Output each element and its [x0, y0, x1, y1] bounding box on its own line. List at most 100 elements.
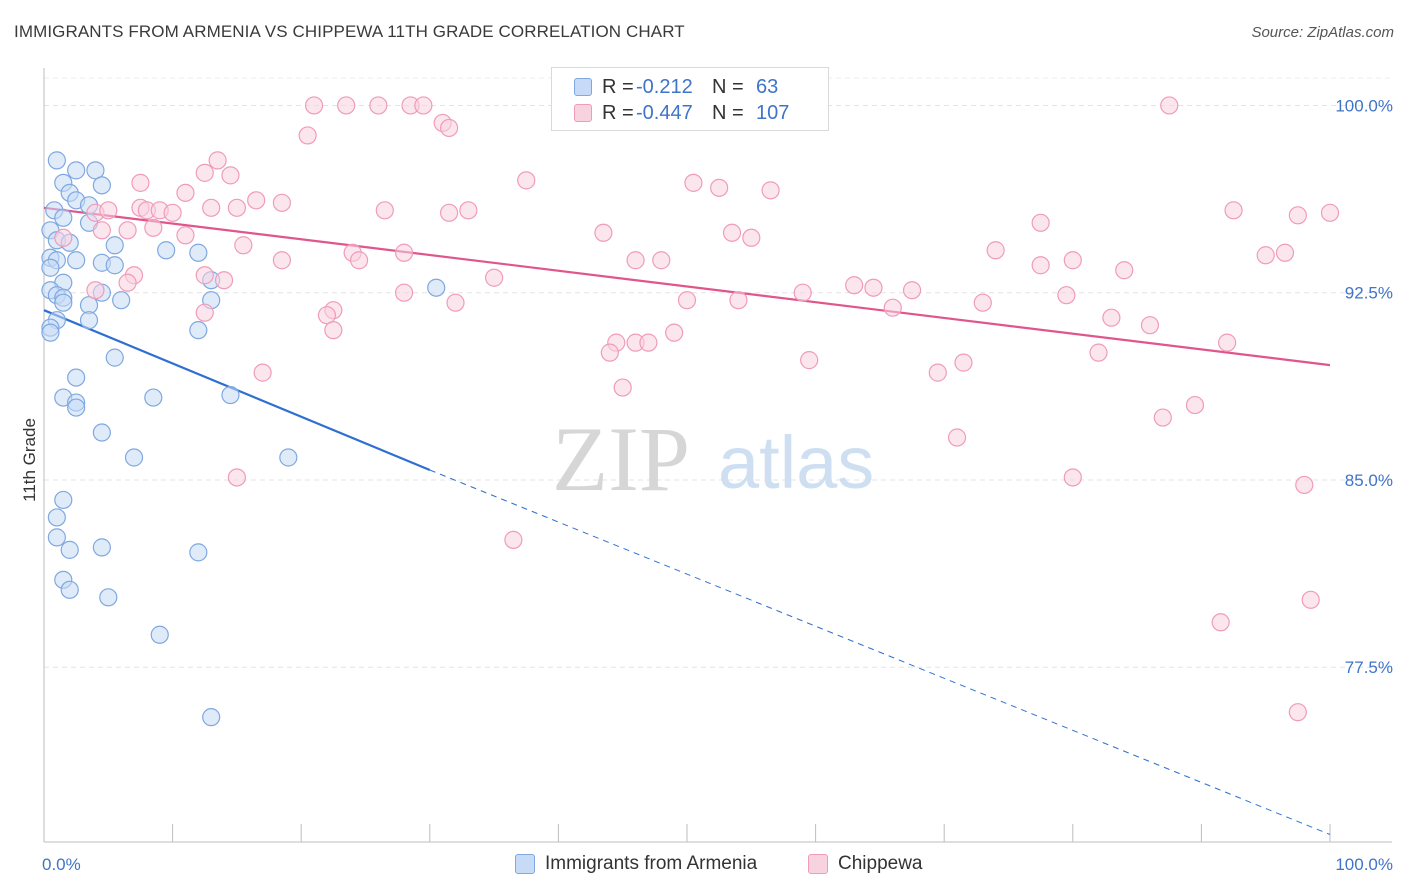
point-armenia [41, 323, 60, 342]
point-chippewa [247, 191, 266, 210]
watermark-atlas: atlas [718, 421, 874, 504]
watermark: ZIP atlas [552, 408, 874, 510]
point-chippewa [517, 171, 536, 190]
point-chippewa [118, 221, 137, 240]
point-chippewa [208, 151, 227, 170]
point-armenia [124, 448, 144, 467]
point-chippewa [613, 378, 632, 397]
series-name-armenia: Immigrants from Armenia [545, 853, 758, 874]
legend-n-label: N = [712, 101, 744, 124]
y-tick-label: 100.0% [1335, 96, 1393, 115]
point-chippewa [459, 201, 478, 220]
point-chippewa [1185, 395, 1205, 415]
x-tick-label: 0.0% [42, 855, 81, 874]
point-chippewa [1211, 613, 1230, 632]
point-chippewa [1160, 96, 1179, 115]
point-chippewa [92, 221, 111, 240]
point-armenia [105, 348, 124, 367]
point-chippewa [118, 273, 137, 292]
point-armenia [144, 388, 163, 407]
point-armenia [92, 538, 111, 557]
point-armenia [99, 588, 118, 607]
point-chippewa [1301, 590, 1320, 609]
y-tick-label: 85.0% [1345, 471, 1393, 490]
point-chippewa [504, 530, 523, 549]
point-armenia [150, 625, 169, 644]
y-axis-label: 11th Grade [20, 418, 39, 502]
point-chippewa [1102, 308, 1121, 327]
legend-row-chippewa: R = -0.447 N = 107 [574, 100, 789, 126]
point-chippewa [1288, 206, 1307, 225]
point-chippewa [214, 271, 234, 290]
point-chippewa [947, 428, 967, 447]
point-chippewa [1275, 243, 1295, 262]
point-armenia [92, 423, 111, 442]
point-chippewa [439, 203, 459, 222]
watermark-zip: ZIP [552, 408, 690, 510]
legend-swatch-armenia [574, 78, 592, 96]
point-chippewa [1224, 201, 1243, 220]
legend-n-value: 63 [756, 75, 779, 98]
point-chippewa [1031, 256, 1050, 275]
point-chippewa [677, 291, 697, 310]
point-armenia [54, 208, 73, 227]
point-chippewa [1063, 468, 1082, 487]
axes [43, 68, 1392, 843]
point-chippewa [253, 363, 272, 382]
point-armenia [79, 311, 99, 330]
point-armenia [112, 291, 131, 310]
legend-row-armenia: R = -0.212 N = 63 [574, 74, 778, 100]
point-armenia [60, 580, 79, 599]
point-chippewa [317, 306, 337, 325]
point-armenia [189, 243, 208, 262]
point-armenia [189, 543, 208, 562]
point-armenia [54, 293, 73, 312]
point-chippewa [1295, 475, 1314, 495]
point-armenia [67, 398, 86, 417]
point-chippewa [761, 181, 780, 200]
point-chippewa [227, 198, 246, 217]
point-chippewa [54, 228, 73, 247]
legend-n-value: 107 [756, 101, 790, 124]
y-tick-label: 77.5% [1345, 658, 1393, 677]
point-armenia [41, 258, 60, 277]
point-chippewa [1288, 703, 1307, 722]
point-chippewa [729, 291, 748, 310]
point-chippewa [1140, 316, 1160, 335]
point-chippewa [99, 201, 118, 220]
point-chippewa [1063, 251, 1082, 270]
point-chippewa [304, 96, 324, 115]
point-chippewa [86, 281, 105, 300]
point-chippewa [1320, 203, 1340, 222]
point-chippewa [144, 218, 163, 237]
point-chippewa [163, 203, 182, 222]
point-chippewa [272, 251, 292, 270]
point-chippewa [439, 118, 459, 138]
point-chippewa [1089, 343, 1108, 362]
chart-title: IMMIGRANTS FROM ARMENIA VS CHIPPEWA 11TH… [14, 22, 685, 41]
point-chippewa [684, 173, 703, 192]
point-chippewa [227, 468, 246, 487]
point-chippewa [337, 96, 356, 115]
point-chippewa [845, 276, 864, 295]
point-chippewa [1057, 286, 1076, 305]
source-credit: Source: ZipAtlas.com [1251, 24, 1394, 41]
point-chippewa [1031, 213, 1050, 232]
point-chippewa [800, 351, 819, 370]
point-chippewa [600, 343, 619, 362]
legend-r-label: R = [602, 75, 634, 98]
series-name-chippewa: Chippewa [838, 853, 923, 874]
point-chippewa [665, 323, 684, 342]
point-chippewa [902, 281, 922, 300]
point-armenia [67, 161, 86, 180]
point-chippewa [639, 333, 658, 352]
point-chippewa [954, 353, 973, 372]
point-chippewa [394, 283, 414, 302]
point-armenia [92, 176, 111, 195]
point-armenia [86, 161, 105, 180]
point-chippewa [394, 243, 414, 262]
point-chippewa [375, 201, 394, 220]
point-chippewa [986, 241, 1005, 260]
point-armenia [279, 448, 298, 467]
